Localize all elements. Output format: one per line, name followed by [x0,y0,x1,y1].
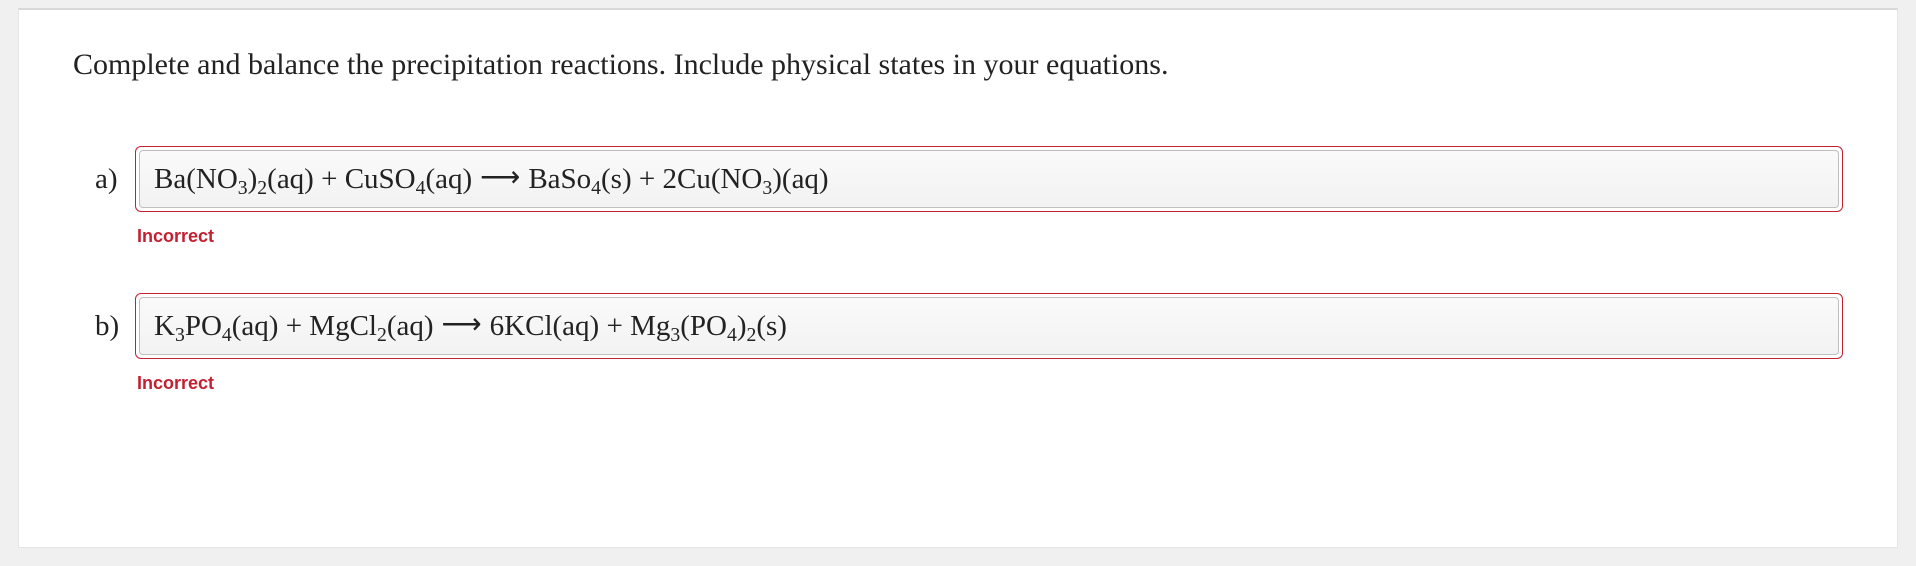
part-row: b) K3PO4(aq) + MgCl2(aq) ⟶ 6KCl(aq) [95,293,1843,359]
question-card: Complete and balance the precipitation r… [18,8,1898,548]
reaction-arrow-icon: ⟶ [442,307,482,341]
feedback-b: Incorrect [137,373,1843,394]
reaction-arrow-icon: ⟶ [480,160,520,194]
reactant-2: CuSO4(aq) [345,163,472,196]
part-label: a) [95,163,121,196]
product-1: BaSo4(s) [528,163,631,196]
reactant-1: K3PO4(aq) [154,310,278,343]
equation-input-b[interactable]: K3PO4(aq) + MgCl2(aq) ⟶ 6KCl(aq) + Mg3(P [139,297,1839,355]
reactant-2: MgCl2(aq) [309,310,433,343]
product-1: 6KCl(aq) [490,310,600,343]
answer-box-a: Ba(NO3)2(aq) + CuSO4(aq) ⟶ BaSo4(s) + 2C [135,146,1843,212]
feedback-a: Incorrect [137,226,1843,247]
question-prompt: Complete and balance the precipitation r… [73,48,1843,82]
product-2: Mg3(PO4)2(s) [630,310,787,343]
part-b: b) K3PO4(aq) + MgCl2(aq) ⟶ 6KCl(aq) [95,293,1843,394]
reactant-1: Ba(NO3)2(aq) [154,163,314,196]
answer-box-b: K3PO4(aq) + MgCl2(aq) ⟶ 6KCl(aq) + Mg3(P [135,293,1843,359]
part-a: a) Ba(NO3)2(aq) + CuSO4(aq) ⟶ BaSo4(s) [95,146,1843,247]
part-label: b) [95,310,121,343]
product-2: 2Cu(NO3)(aq) [662,163,828,196]
parts-container: a) Ba(NO3)2(aq) + CuSO4(aq) ⟶ BaSo4(s) [73,146,1843,394]
equation-input-a[interactable]: Ba(NO3)2(aq) + CuSO4(aq) ⟶ BaSo4(s) + 2C [139,150,1839,208]
part-row: a) Ba(NO3)2(aq) + CuSO4(aq) ⟶ BaSo4(s) [95,146,1843,212]
